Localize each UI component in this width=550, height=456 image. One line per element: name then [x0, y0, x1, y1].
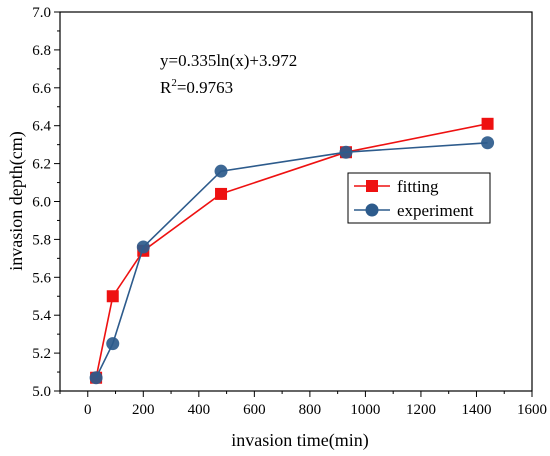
fit-equation: y=0.335ln(x)+3.972 [160, 51, 297, 70]
y-tick-label: 6.4 [32, 119, 51, 135]
legend-label-fitting: fitting [397, 177, 439, 196]
y-tick-label: 5.4 [32, 308, 51, 324]
point-experiment [106, 337, 120, 351]
y-tick-label: 5.0 [32, 384, 51, 400]
x-tick-label: 1600 [517, 402, 547, 418]
r-squared-prefix: R [160, 78, 172, 97]
x-tick-label: 1400 [461, 402, 491, 418]
x-tick-label: 1200 [406, 402, 436, 418]
y-tick-label: 5.8 [32, 232, 51, 248]
point-fitting [215, 187, 228, 200]
y-tick-label: 5.6 [32, 270, 51, 286]
r-squared: R2=0.9763 [160, 77, 233, 97]
point-experiment [214, 164, 228, 178]
ticks: 0 200 400 600 800 1000 1200 1400 1600 5.0 5.2 5.4 5.… [32, 5, 547, 418]
x-tick-label: 1000 [350, 402, 380, 418]
point-experiment [339, 145, 353, 159]
x-tick-label: 600 [243, 402, 266, 418]
y-axis-title: invasion depth(cm) [6, 131, 27, 270]
y-tick-label: 6.0 [32, 195, 51, 211]
legend-label-experiment: experiment [397, 201, 474, 220]
y-tick-label: 6.2 [32, 157, 51, 173]
legend-marker-fitting [366, 180, 378, 192]
point-experiment [136, 240, 150, 254]
series-layer [89, 117, 495, 385]
r-squared-value: =0.9763 [177, 78, 233, 97]
x-axis-title: invasion time(min) [231, 430, 368, 451]
legend-marker-experiment [365, 203, 379, 217]
y-tick-label: 7.0 [32, 5, 51, 21]
point-fitting [481, 117, 494, 130]
legend: fitting experiment [347, 172, 491, 224]
x-tick-label: 0 [84, 402, 92, 418]
x-tick-label: 400 [188, 402, 211, 418]
point-experiment [89, 371, 103, 385]
series-line-fitting [95, 123, 488, 378]
y-tick-label: 6.8 [32, 43, 51, 59]
y-tick-label: 5.2 [32, 346, 51, 362]
x-tick-label: 200 [132, 402, 155, 418]
x-tick-label: 800 [299, 402, 322, 418]
point-experiment [481, 136, 495, 150]
point-fitting [106, 290, 119, 303]
r-squared-sup: 2 [171, 77, 177, 89]
y-tick-label: 6.6 [32, 81, 51, 97]
